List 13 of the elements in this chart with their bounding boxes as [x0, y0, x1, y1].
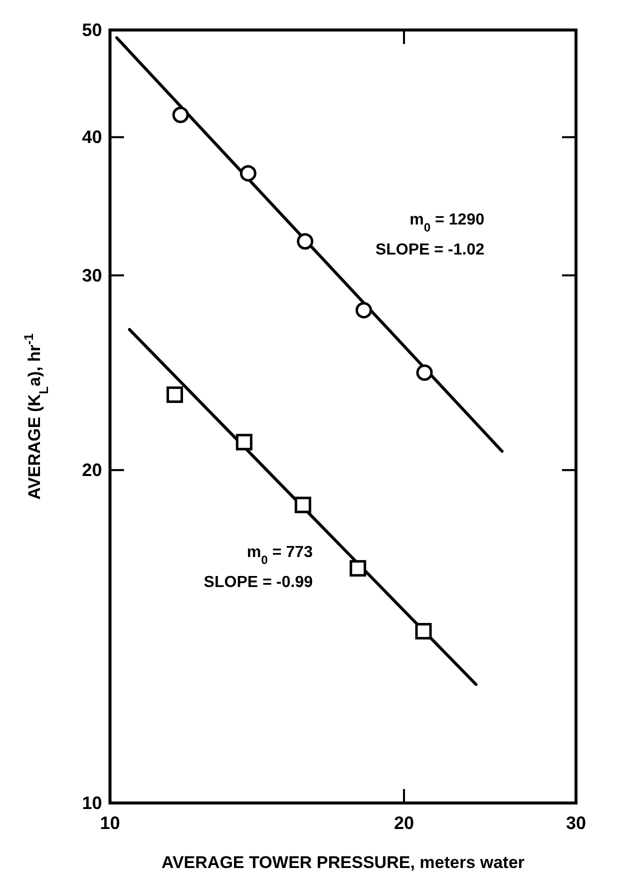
x-tick-label: 30 [566, 813, 586, 833]
x-axis-title: AVERAGE TOWER PRESSURE, meters water [161, 853, 525, 872]
x-tick-label: 10 [100, 813, 120, 833]
annotation: m$_{0}$ = 773 [246, 544, 313, 567]
y-tick-label: 20 [82, 460, 102, 480]
y-tick-label: 40 [82, 127, 102, 148]
annotation: SLOPE = -1.02 [375, 242, 484, 258]
x-tick-label: 20 [394, 813, 414, 833]
y-tick-label: 50 [82, 20, 102, 40]
y-tick-label: 10 [82, 793, 102, 813]
y-tick-label: 30 [82, 265, 102, 286]
annotation: SLOPE = -0.99 [204, 574, 313, 591]
annotation: m$_{0}$ = 1290 [410, 212, 484, 234]
